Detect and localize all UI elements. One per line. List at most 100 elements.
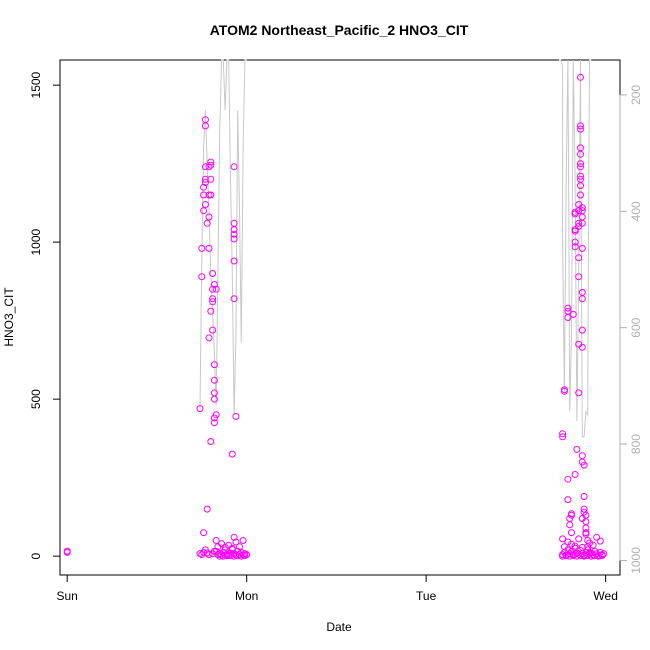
data-point xyxy=(225,541,233,549)
data-point xyxy=(573,552,581,560)
data-point xyxy=(569,310,577,318)
data-point xyxy=(571,243,579,251)
line-series-segment xyxy=(559,59,592,438)
data-point xyxy=(207,158,215,166)
data-point xyxy=(205,213,213,221)
data-point xyxy=(230,552,238,560)
data-point xyxy=(198,273,206,281)
plot-frame xyxy=(59,59,621,576)
data-point xyxy=(564,307,572,315)
data-point xyxy=(234,552,242,560)
data-point xyxy=(559,433,567,441)
data-point xyxy=(571,238,579,246)
y-tick-label: 1500 xyxy=(29,71,43,98)
data-point xyxy=(586,549,593,557)
x-tick-label: Wed xyxy=(593,589,617,603)
data-point xyxy=(578,219,586,227)
data-point xyxy=(203,549,211,557)
data-point xyxy=(578,213,586,221)
y-right-tick-label: 1000 xyxy=(629,547,643,574)
data-point xyxy=(207,307,215,315)
data-point xyxy=(205,551,213,559)
data-point xyxy=(209,298,217,306)
data-point xyxy=(571,542,579,550)
data-point xyxy=(559,552,567,560)
data-point xyxy=(201,179,209,186)
y-right-tick-label: 400 xyxy=(629,201,643,221)
data-point xyxy=(223,552,231,560)
data-point xyxy=(230,257,238,265)
y-tick-label: 1000 xyxy=(29,228,43,255)
data-point xyxy=(564,538,572,546)
y-tick-label: 500 xyxy=(29,389,43,409)
x-axis-label: Date xyxy=(326,620,352,634)
data-point xyxy=(577,122,584,130)
data-point xyxy=(577,172,584,180)
data-point xyxy=(591,552,599,560)
data-point xyxy=(230,295,238,303)
data-point xyxy=(237,552,245,560)
data-point xyxy=(219,552,227,560)
data-point xyxy=(239,537,247,544)
data-point xyxy=(575,535,583,543)
line-series-segment xyxy=(199,59,247,415)
data-point xyxy=(210,281,218,288)
data-point xyxy=(232,538,240,546)
data-point xyxy=(564,496,572,504)
data-point xyxy=(578,204,586,212)
data-point xyxy=(577,552,584,560)
data-point xyxy=(209,295,217,303)
data-point xyxy=(201,201,209,208)
data-point xyxy=(578,295,586,303)
point-series-layer xyxy=(63,73,608,560)
data-point xyxy=(200,191,208,199)
y-right-tick-label: 200 xyxy=(629,85,643,105)
data-point xyxy=(209,285,217,293)
data-point xyxy=(212,285,220,293)
x-tick-label: Sun xyxy=(56,589,77,603)
data-point xyxy=(209,326,217,334)
data-point xyxy=(210,414,218,422)
data-point xyxy=(577,73,584,81)
data-point xyxy=(578,515,586,522)
data-point xyxy=(577,182,584,190)
data-point xyxy=(577,163,584,171)
data-point xyxy=(210,395,218,403)
x-axis: Sun Mon Tue Wed xyxy=(56,574,618,603)
data-point xyxy=(200,183,208,191)
data-point xyxy=(582,524,590,532)
data-point xyxy=(205,163,213,171)
y-right-tick-label: 600 xyxy=(629,317,643,337)
data-point xyxy=(230,235,238,243)
data-point xyxy=(573,445,581,453)
data-point xyxy=(564,304,572,312)
data-point xyxy=(230,163,238,171)
data-point xyxy=(218,540,225,548)
data-point xyxy=(566,521,574,529)
data-point xyxy=(568,529,575,537)
y-right-tick-label: 800 xyxy=(629,434,643,454)
data-point xyxy=(209,270,217,277)
y-axis-right: 200 400 600 800 1000 xyxy=(619,85,643,574)
data-point xyxy=(201,116,209,124)
data-point xyxy=(207,191,215,199)
data-point xyxy=(241,552,249,559)
data-point xyxy=(205,244,213,252)
data-point xyxy=(580,552,588,560)
data-point xyxy=(203,505,211,513)
data-point xyxy=(200,207,208,215)
data-point xyxy=(596,537,604,545)
data-point xyxy=(575,254,583,262)
data-point xyxy=(227,552,234,559)
data-point xyxy=(569,552,577,559)
data-point xyxy=(566,552,574,560)
data-point xyxy=(207,161,215,169)
chart-title: ATOM2 Northeast_Pacific_2 HNO3_CIT xyxy=(210,22,469,38)
data-point xyxy=(598,552,606,559)
data-point xyxy=(580,505,588,513)
data-point xyxy=(577,175,584,183)
data-point xyxy=(228,545,236,553)
data-point xyxy=(63,547,71,555)
data-point xyxy=(221,543,229,551)
data-point xyxy=(582,529,590,537)
